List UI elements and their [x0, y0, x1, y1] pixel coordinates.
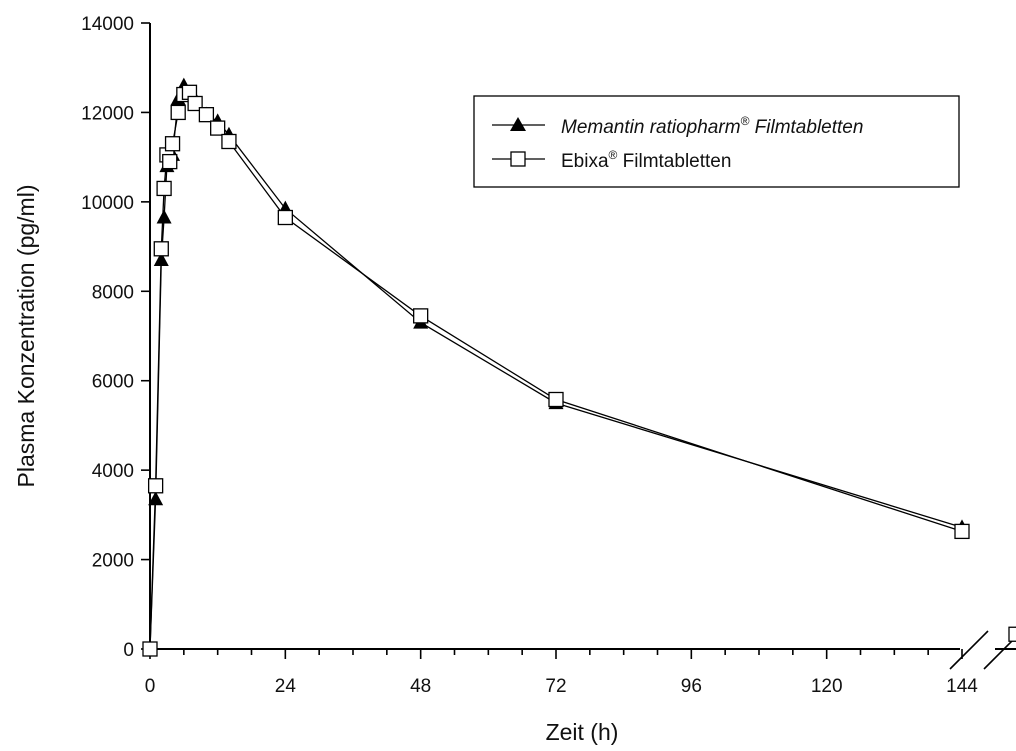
- data-point: [170, 104, 186, 121]
- data-point: [413, 308, 429, 324]
- x-tick-label: 96: [681, 676, 702, 697]
- y-ticks: 0 2000 4000 6000 8000 10000 12000 14000: [81, 14, 150, 661]
- y-tick-label: 12000: [81, 103, 134, 124]
- data-point: [142, 641, 158, 657]
- series-ebixa: [142, 84, 1016, 657]
- data-point: [277, 209, 293, 226]
- y-tick-label: 8000: [92, 282, 134, 303]
- x-tick-label: 120: [811, 676, 843, 697]
- legend-label-ebixa: Ebixa® Filmtabletten: [561, 148, 731, 172]
- series-layer: [142, 77, 1016, 657]
- legend-label-memantin: Memantin ratiopharm® Filmtabletten: [561, 114, 863, 138]
- x-tick-label: 24: [275, 676, 297, 697]
- y-tick-label: 10000: [81, 193, 134, 214]
- legend-marker-memantin: [510, 117, 526, 131]
- data-point: [164, 136, 181, 152]
- x-tick-label: 48: [410, 676, 431, 697]
- x-tick-label: 144: [946, 676, 978, 697]
- x-ticks: 0 24 48 72 96 120 144: [145, 649, 978, 697]
- data-point: [162, 153, 178, 170]
- y-tick-label: 14000: [81, 14, 134, 35]
- data-point: [548, 391, 564, 408]
- data-point: [156, 209, 172, 224]
- legend-label-ebixa-sup: ®: [609, 148, 618, 162]
- data-point: [954, 523, 970, 540]
- legend-label-memantin-suffix: Filmtabletten: [749, 117, 863, 138]
- data-point: [198, 107, 215, 123]
- legend-label-ebixa-suffix: Filmtabletten: [617, 151, 731, 172]
- y-tick-label: 6000: [92, 372, 134, 393]
- data-point: [156, 180, 172, 197]
- legend-label-memantin-sup: ®: [741, 114, 750, 128]
- axis-break-mark: [949, 630, 989, 670]
- data-point: [187, 95, 203, 112]
- y-tick-label: 4000: [92, 461, 134, 482]
- legend-label-ebixa-name: Ebixa: [561, 151, 609, 172]
- legend-marker-ebixa: [510, 151, 526, 167]
- data-point: [221, 133, 237, 150]
- x-tick-label: 72: [545, 676, 566, 697]
- legend: Memantin ratiopharm® Filmtabletten Ebixa…: [473, 95, 960, 188]
- legend-label-memantin-name: Memantin ratiopharm: [561, 117, 741, 138]
- y-tick-label: 2000: [92, 551, 134, 572]
- y-axis-title: Plasma Konzentration (pg/ml): [13, 185, 39, 488]
- data-point-after-break: [1008, 626, 1016, 642]
- data-point: [147, 478, 164, 494]
- x-axis-title: Zeit (h): [546, 719, 619, 745]
- data-point: [153, 241, 169, 257]
- y-tick-label: 0: [123, 640, 134, 661]
- x-tick-label: 0: [145, 676, 156, 697]
- legend-box: [473, 95, 960, 188]
- data-point: [210, 120, 226, 136]
